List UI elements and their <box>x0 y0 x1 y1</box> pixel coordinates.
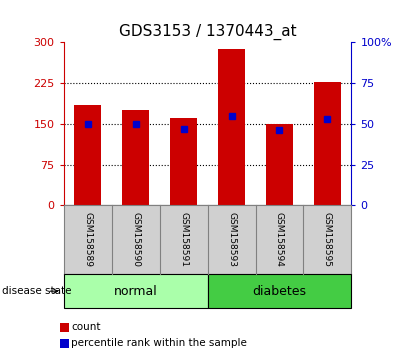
Text: GSM158595: GSM158595 <box>323 212 332 267</box>
Text: GSM158594: GSM158594 <box>275 212 284 267</box>
Bar <box>218 49 245 205</box>
Text: percentile rank within the sample: percentile rank within the sample <box>71 338 247 348</box>
Text: disease state: disease state <box>2 286 72 296</box>
Title: GDS3153 / 1370443_at: GDS3153 / 1370443_at <box>119 23 296 40</box>
Text: GSM158589: GSM158589 <box>83 212 92 267</box>
Text: GSM158590: GSM158590 <box>131 212 140 267</box>
Text: diabetes: diabetes <box>252 285 307 298</box>
Bar <box>122 110 149 205</box>
Bar <box>171 119 197 205</box>
Text: count: count <box>71 322 101 332</box>
Text: GSM158593: GSM158593 <box>227 212 236 267</box>
Text: normal: normal <box>114 285 157 298</box>
Bar <box>64 274 208 308</box>
Bar <box>208 274 351 308</box>
Bar <box>314 81 341 205</box>
Bar <box>266 124 293 205</box>
Bar <box>74 105 101 205</box>
Text: GSM158591: GSM158591 <box>179 212 188 267</box>
